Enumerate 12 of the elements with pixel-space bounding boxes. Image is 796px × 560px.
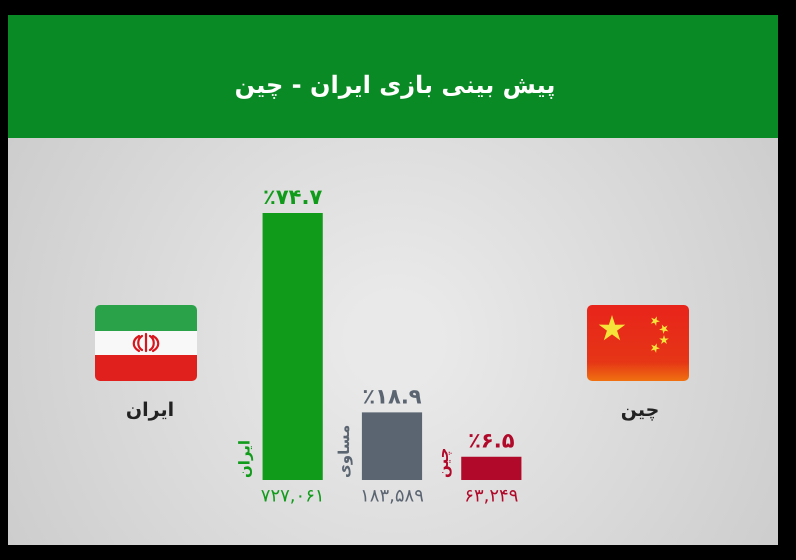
text: چین <box>620 398 660 421</box>
chart-title: پیش بینی بازی ایران - چین <box>234 71 556 100</box>
data-label: ٪۶.۵ <box>468 428 515 453</box>
text: ایران <box>126 398 174 421</box>
x-tick-label: چین <box>434 448 452 478</box>
data-label: ٪۷۴.۷ <box>263 184 322 209</box>
text: ۱۸۳,۵۸۹ <box>360 486 424 507</box>
text: ۶۳,۲۴۹ <box>464 486 518 507</box>
text: ۷۲۷,۰۶۱ <box>260 486 325 507</box>
x-tick-label: ایران <box>235 440 254 478</box>
x-tick-label: مساوی <box>334 424 353 478</box>
data-label: ٪۱۸.۹ <box>362 384 422 408</box>
